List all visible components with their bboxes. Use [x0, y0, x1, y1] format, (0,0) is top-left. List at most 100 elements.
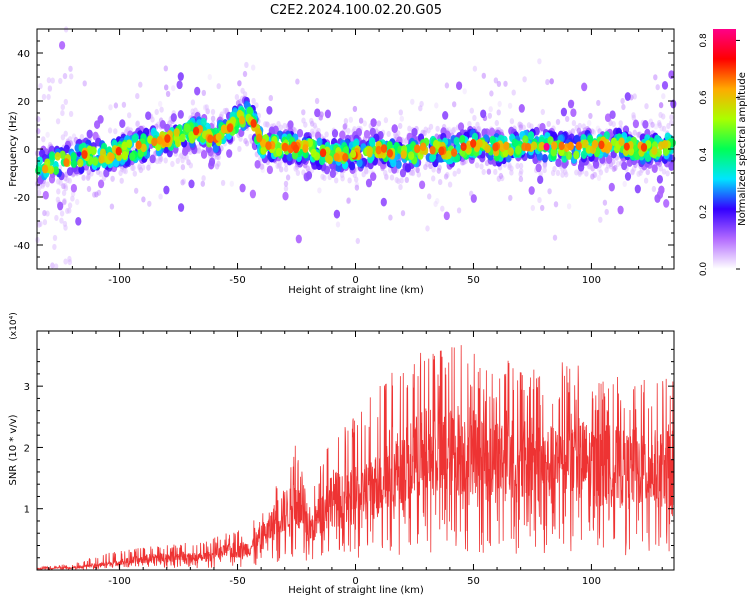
heatmap-cell [404, 176, 409, 183]
heatmap-cell [35, 166, 42, 175]
heatmap-cell [640, 143, 648, 152]
heatmap-cell [55, 196, 61, 203]
heatmap-cell [661, 80, 669, 90]
heatmap-cell [164, 134, 171, 143]
heatmap-cell [459, 134, 466, 144]
heatmap-cell [358, 117, 364, 124]
heatmap-cell [456, 168, 461, 175]
colorbar-tick-label: 0.0 [699, 262, 709, 277]
heatmap-cell [75, 198, 80, 206]
spectrogram-x-axis-label: Height of straight line (km) [288, 285, 424, 296]
y-tick-label: 0 [24, 145, 30, 156]
heatmap-cell [537, 175, 544, 185]
x-tick-label: 50 [467, 576, 480, 587]
heatmap-cell [60, 104, 65, 111]
heatmap-cell [163, 185, 170, 195]
heatmap-cell [78, 165, 85, 174]
heatmap-cell [305, 171, 313, 180]
heatmap-cell [575, 141, 582, 151]
heatmap-cell [443, 173, 449, 180]
heatmap-cell [348, 116, 353, 123]
heatmap-cell [366, 148, 373, 158]
heatmap-cell [438, 146, 445, 156]
heatmap-cell [285, 174, 291, 181]
x-tick-label: -50 [229, 576, 245, 587]
heatmap-cell [663, 199, 670, 208]
heatmap-cell [492, 142, 499, 152]
heatmap-cell [140, 143, 147, 153]
heatmap-cell [550, 147, 557, 157]
y-tick-label: -40 [14, 241, 30, 252]
heatmap-cell [651, 146, 658, 155]
colorbar-tick-label: 0.4 [699, 147, 709, 162]
heatmap-cell [146, 164, 151, 171]
y-tick-label: 40 [17, 49, 30, 60]
heatmap-cell [609, 110, 616, 120]
heatmap-cell [573, 134, 581, 144]
heatmap-cell [68, 110, 74, 117]
heatmap-cell [329, 169, 336, 179]
heatmap-cell [184, 124, 191, 133]
heatmap-cell [207, 134, 214, 144]
heatmap-cell [60, 110, 65, 117]
heatmap-cell [220, 124, 228, 134]
heatmap-cell [156, 136, 163, 145]
heatmap-cell [582, 139, 589, 149]
heatmap-cell [632, 119, 640, 129]
heatmap-cell [318, 114, 323, 121]
heatmap-cell [354, 176, 359, 183]
heatmap-cell [201, 89, 206, 96]
heatmap-cell [481, 168, 486, 176]
heatmap-cell [352, 105, 358, 112]
colorbar-tick-label: 0.8 [699, 33, 709, 48]
heatmap-cell [296, 128, 304, 138]
heatmap-cell [59, 40, 66, 50]
heatmap-cell [615, 160, 621, 167]
heatmap-cell [70, 195, 75, 202]
heatmap-cell [342, 153, 349, 162]
heatmap-cell [480, 109, 487, 119]
heatmap-cell [237, 145, 242, 152]
heatmap-cell [423, 164, 428, 171]
x-tick-label: -50 [229, 275, 245, 286]
heatmap-cell [580, 150, 588, 159]
heatmap-cell [282, 191, 289, 201]
colorbar: 0.0 0.2 0.4 0.6 0.8 Normalized spectral ampl… [699, 29, 748, 276]
heatmap-cell [47, 85, 53, 92]
heatmap-cell [247, 106, 254, 116]
heatmap-cell [159, 120, 166, 129]
heatmap-cell [617, 205, 624, 215]
heatmap-cell [60, 134, 66, 141]
heatmap-cell [565, 115, 570, 122]
heatmap-cell [524, 142, 532, 152]
heatmap-cell [494, 119, 499, 127]
heatmap-cell [292, 144, 300, 154]
heatmap-cell [518, 162, 524, 170]
heatmap-cell [536, 152, 543, 161]
heatmap-cell [566, 203, 572, 210]
heatmap-cell [250, 119, 257, 128]
heatmap-cell [395, 160, 402, 169]
heatmap-cell [518, 170, 523, 178]
heatmap-cell [54, 151, 61, 161]
heatmap-cell [425, 225, 430, 232]
heatmap-cell [453, 136, 460, 146]
heatmap-cell [310, 120, 315, 127]
heatmap-cell [598, 140, 605, 150]
heatmap-cell [661, 125, 667, 132]
heatmap-cell [661, 139, 669, 149]
heatmap-cell [254, 159, 261, 169]
heatmap-cell [452, 101, 457, 108]
spectrogram-panel: -100 -50 0 50 100 -40 -20 0 20 40 Height of stra… [8, 26, 677, 296]
heatmap-cell [176, 80, 183, 90]
heatmap-cell [63, 158, 70, 167]
heatmap-cell [283, 180, 289, 187]
heatmap-cell [398, 109, 403, 116]
heatmap-cell [668, 162, 675, 171]
heatmap-cell [226, 123, 233, 133]
heatmap-cell [654, 194, 661, 203]
heatmap-cell [426, 127, 431, 134]
heatmap-cell [263, 121, 268, 128]
heatmap-cell [266, 165, 273, 175]
heatmap-cell [229, 180, 234, 187]
